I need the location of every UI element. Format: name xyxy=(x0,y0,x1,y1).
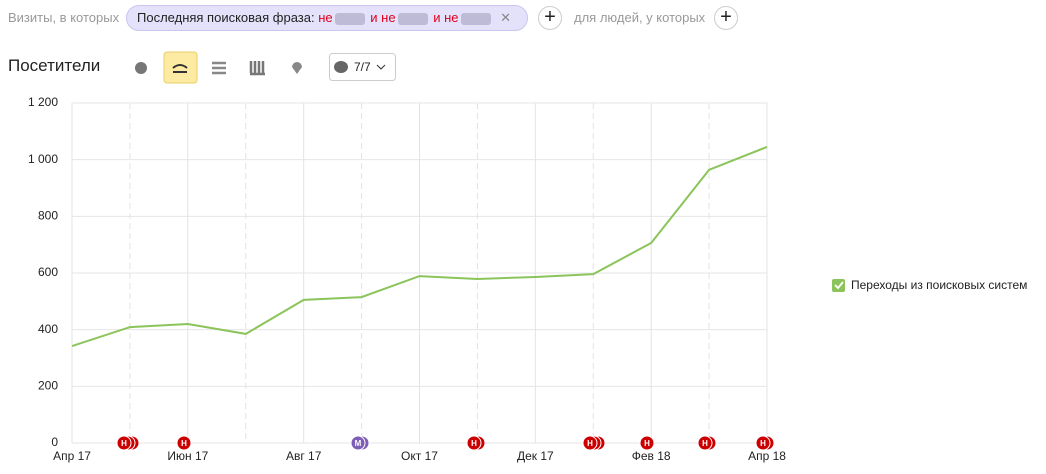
legend-checkbox[interactable] xyxy=(832,279,845,292)
mask xyxy=(460,12,491,25)
check xyxy=(834,281,844,290)
filter-part: и не xyxy=(370,10,396,25)
filter-prefix: Визиты, в которых xyxy=(8,10,120,25)
legend-label: Переходы из поисковых систем xyxy=(851,278,1027,292)
annotation-marker[interactable] xyxy=(697,435,713,451)
area-icon[interactable] xyxy=(212,61,226,75)
section-title: Посетители xyxy=(8,56,101,75)
filter-label: Последняя поисковая фраза: xyxy=(137,10,315,25)
annotation-marker[interactable] xyxy=(350,435,366,451)
y-tick-label: 800 xyxy=(38,209,58,223)
filter-pill[interactable]: Последняя поисковая фраза: не и не и не … xyxy=(126,5,528,31)
filter-suffix: для людей, у которых xyxy=(574,10,706,25)
x-tick-label: Апр 18 xyxy=(748,449,786,463)
annotation-marker[interactable] xyxy=(582,435,598,451)
filter-part: и не xyxy=(433,10,459,25)
annotation-label: Н xyxy=(702,439,708,448)
close-icon[interactable]: ✕ xyxy=(500,10,512,25)
chart: 0 200 400 600 800 1 000 1 200 Апр 17 Июн 17 Авг 1… xyxy=(28,95,1027,463)
annotation-marker[interactable] xyxy=(755,435,771,451)
annotation-marker[interactable] xyxy=(466,435,482,451)
annotation-label: Н xyxy=(587,439,593,448)
annotation-label: Н xyxy=(121,439,127,448)
pie-icon[interactable] xyxy=(135,62,147,74)
dropdown[interactable] xyxy=(329,53,396,81)
line-icon xyxy=(172,64,188,73)
x-tick-label: Окт 17 xyxy=(401,449,438,463)
x-tick-label: Дек 17 xyxy=(517,449,554,463)
x-tick-label: Июн 17 xyxy=(167,449,208,463)
annotation-label: Н xyxy=(760,439,766,448)
y-tick-label: 400 xyxy=(38,322,58,336)
line-icon-active[interactable] xyxy=(163,51,198,84)
add-button[interactable]: + xyxy=(538,6,562,30)
series-line xyxy=(71,145,768,348)
mask xyxy=(334,12,365,25)
annotation-label: М xyxy=(355,439,362,448)
annotation-label: Н xyxy=(644,439,650,448)
add-button[interactable]: + xyxy=(714,6,738,30)
annotation-marker[interactable] xyxy=(116,435,132,451)
y-tick-label: 600 xyxy=(38,265,58,279)
bars-icon[interactable] xyxy=(249,61,265,76)
filter-part: не xyxy=(318,10,333,25)
comment-icon xyxy=(334,61,348,73)
dropdown-label: 7/7 xyxy=(354,60,371,74)
x-tick-label: Авг 17 xyxy=(286,449,322,463)
chevron xyxy=(376,64,386,70)
y-tick-label: 1 000 xyxy=(28,152,58,166)
mask xyxy=(397,12,428,25)
annotation-label: Н xyxy=(471,439,477,448)
y-tick-label: 200 xyxy=(38,379,58,393)
annotation-marker[interactable] xyxy=(176,435,192,451)
toolbar: 7/7 xyxy=(135,51,396,84)
annotation-label: Н xyxy=(181,439,187,448)
annotation-marker[interactable] xyxy=(639,435,655,451)
map-icon[interactable] xyxy=(292,62,302,74)
x-tick-label: Фев 18 xyxy=(632,449,671,463)
y-tick-label: 0 xyxy=(51,435,58,449)
y-tick-label: 1 200 xyxy=(28,95,58,109)
x-tick-label: Апр 17 xyxy=(53,449,91,463)
